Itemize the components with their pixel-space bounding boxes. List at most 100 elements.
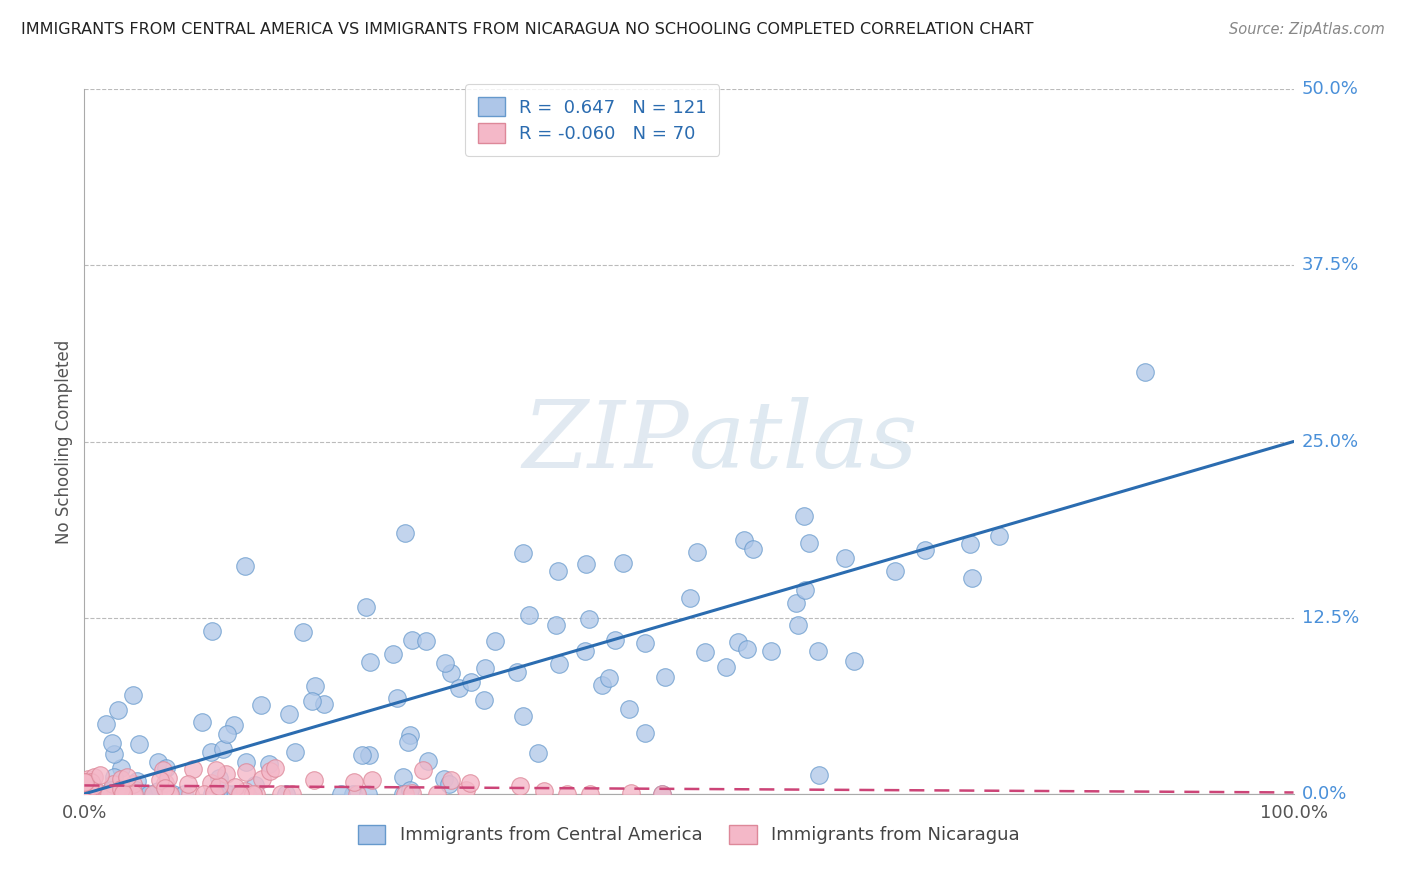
Point [396, 735, 419, 749]
Point [224, 718, 246, 732]
Point [575, 558, 598, 572]
Point [122, 688, 145, 702]
Point [512, 709, 534, 723]
Point [146, 756, 169, 770]
Point [179, 787, 201, 801]
Point [394, 526, 416, 541]
Point [142, 787, 165, 801]
Point [651, 787, 673, 801]
Point [301, 694, 323, 708]
Point [440, 665, 463, 680]
Text: 0.0%: 0.0% [1302, 785, 1347, 803]
Point [259, 764, 281, 779]
Point [83, 771, 105, 785]
Point [381, 647, 404, 661]
Point [741, 542, 763, 557]
Point [157, 771, 180, 785]
Point [224, 780, 246, 795]
Point [284, 745, 307, 759]
Point [138, 787, 160, 801]
Point [111, 787, 134, 801]
Point [960, 572, 983, 586]
Point [264, 761, 287, 775]
Point [153, 781, 176, 796]
Point [149, 772, 172, 787]
Point [122, 777, 145, 791]
Point [449, 681, 471, 695]
Point [181, 762, 204, 776]
Point [506, 665, 529, 680]
Point [274, 787, 297, 801]
Point [398, 728, 420, 742]
Point [96, 716, 118, 731]
Point [620, 786, 643, 800]
Point [807, 768, 830, 782]
Point [806, 644, 828, 658]
Point [785, 596, 807, 610]
Point [103, 777, 125, 791]
Point [686, 545, 709, 559]
Point [651, 787, 673, 801]
Point [201, 624, 224, 638]
Legend: Immigrants from Central America, Immigrants from Nicaragua: Immigrants from Central America, Immigra… [347, 814, 1031, 855]
Point [797, 536, 820, 550]
Point [128, 787, 150, 801]
Point [162, 787, 184, 801]
Point [354, 599, 377, 614]
Text: 50.0%: 50.0% [1302, 80, 1358, 98]
Point [228, 787, 250, 801]
Point [437, 777, 460, 791]
Text: 37.5%: 37.5% [1302, 256, 1360, 275]
Point [122, 787, 145, 801]
Point [392, 770, 415, 784]
Text: atlas: atlas [689, 397, 918, 486]
Point [399, 782, 422, 797]
Point [229, 787, 252, 801]
Point [794, 583, 817, 598]
Point [236, 787, 259, 801]
Text: Source: ZipAtlas.com: Source: ZipAtlas.com [1229, 22, 1385, 37]
Point [761, 644, 783, 658]
Point [959, 537, 981, 551]
Point [735, 642, 758, 657]
Point [233, 558, 256, 573]
Point [76, 780, 98, 795]
Point [73, 775, 96, 789]
Point [426, 787, 449, 801]
Point [242, 787, 264, 801]
Point [77, 781, 100, 796]
Point [517, 608, 540, 623]
Point [547, 564, 569, 578]
Point [412, 763, 434, 777]
Point [97, 787, 120, 801]
Point [391, 787, 413, 801]
Point [152, 764, 174, 778]
Point [603, 633, 626, 648]
Point [884, 564, 907, 578]
Point [204, 787, 226, 801]
Point [278, 706, 301, 721]
Point [633, 725, 655, 739]
Point [527, 746, 550, 760]
Point [173, 787, 195, 801]
Point [270, 787, 292, 801]
Point [416, 755, 439, 769]
Point [579, 787, 602, 801]
Point [359, 655, 381, 669]
Point [100, 782, 122, 797]
Point [87, 786, 110, 800]
Point [155, 761, 177, 775]
Point [125, 783, 148, 797]
Point [509, 779, 531, 793]
Point [233, 784, 256, 798]
Point [112, 781, 135, 796]
Point [786, 618, 808, 632]
Text: 25.0%: 25.0% [1302, 433, 1360, 450]
Point [578, 612, 600, 626]
Point [124, 787, 146, 801]
Point [401, 632, 423, 647]
Point [200, 776, 222, 790]
Point [460, 675, 482, 690]
Point [208, 779, 231, 793]
Point [111, 787, 134, 801]
